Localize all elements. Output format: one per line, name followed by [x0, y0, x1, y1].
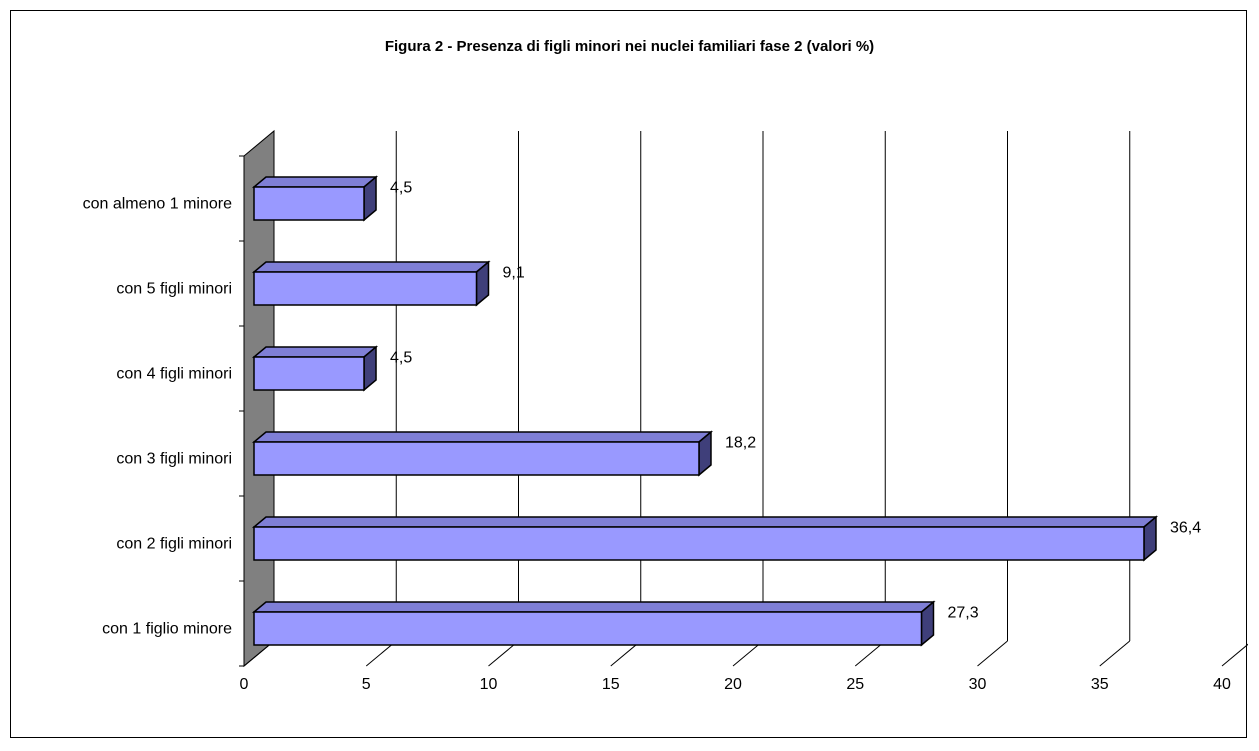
category-label: con 2 figli minori [116, 536, 232, 553]
bar [253, 611, 923, 646]
category-label: con 5 figli minori [116, 281, 232, 298]
bar [253, 186, 365, 221]
bar-top-face [251, 346, 379, 358]
x-tick-label: 0 [240, 676, 249, 693]
floor-gridline [1221, 643, 1248, 667]
data-label: 36,4 [1170, 520, 1201, 537]
x-tick-label: 20 [724, 676, 742, 693]
floor-gridline [1099, 640, 1131, 667]
bar-top-face [251, 516, 1159, 528]
bar [253, 441, 700, 476]
category-label: con 3 figli minori [116, 451, 232, 468]
floor-gridline [977, 640, 1008, 667]
bar-top-face [251, 176, 379, 188]
bar-top-face [251, 601, 936, 613]
bar [253, 526, 1145, 561]
data-label: 9,1 [502, 265, 524, 282]
data-label: 18,2 [725, 435, 756, 452]
bar-chart: 0 5 10 15 20 25 30 35 40 con almeno 1 minore 4,5 co… [83, 129, 1248, 693]
x-tick-label: 30 [969, 676, 987, 693]
category-label: con almeno 1 minore [83, 196, 233, 213]
x-tick-label: 5 [362, 676, 371, 693]
x-tick-label: 10 [480, 676, 498, 693]
bar-top-face [251, 261, 491, 273]
chart-title: Figura 2 - Presenza di figli minori nei … [384, 38, 875, 55]
category-label: con 4 figli minori [116, 366, 232, 383]
x-tick-label: 40 [1213, 676, 1231, 693]
data-label: 4,5 [390, 180, 412, 197]
data-label: 4,5 [390, 350, 412, 367]
x-tick-label: 25 [846, 676, 864, 693]
bar [253, 356, 365, 391]
bar [253, 271, 478, 306]
chart-frame: Figura 2 - Presenza di figli minori nei … [10, 10, 1248, 738]
x-tick-label: 35 [1091, 676, 1109, 693]
bar-top-face [251, 431, 714, 443]
category-label: con 1 figlio minore [102, 621, 232, 638]
data-label: 27,3 [947, 605, 978, 622]
x-tick-label: 15 [602, 676, 620, 693]
